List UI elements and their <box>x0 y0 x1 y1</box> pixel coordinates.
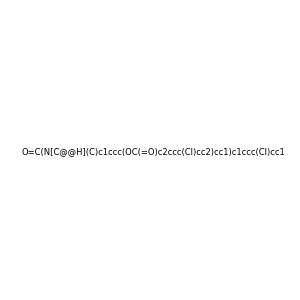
Text: O=C(N[C@@H](C)c1ccc(OC(=O)c2ccc(Cl)cc2)cc1)c1ccc(Cl)cc1: O=C(N[C@@H](C)c1ccc(OC(=O)c2ccc(Cl)cc2)c… <box>22 147 286 156</box>
